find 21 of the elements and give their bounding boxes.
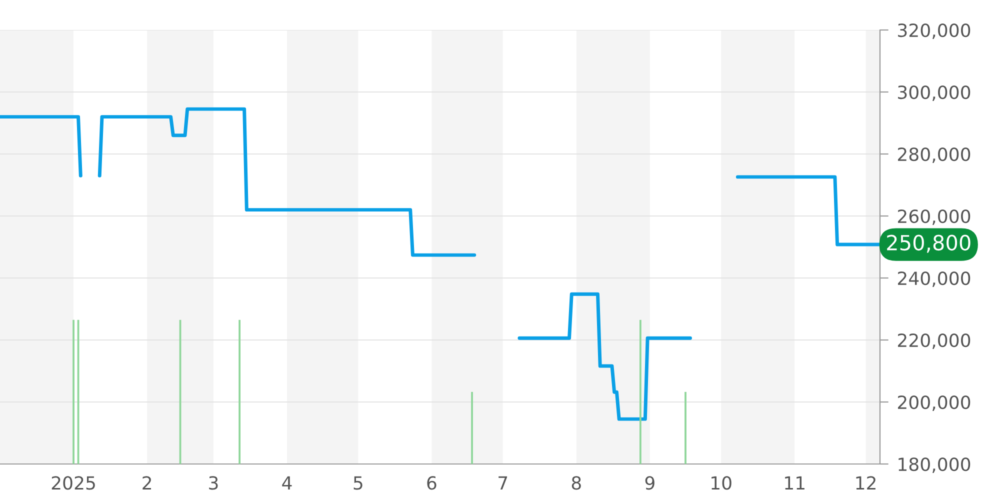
y-tick-label: 200,000 bbox=[898, 395, 970, 411]
y-tick-label: 180,000 bbox=[898, 457, 970, 473]
y-tick-label: 320,000 bbox=[898, 23, 970, 39]
x-tick-label: 6 bbox=[427, 476, 436, 490]
y-tick-label: 240,000 bbox=[898, 271, 970, 287]
y-tick-label: 260,000 bbox=[898, 209, 970, 225]
x-tick-label: 4 bbox=[282, 476, 292, 490]
x-tick-label: 3 bbox=[209, 476, 218, 490]
y-tick-label: 220,000 bbox=[898, 333, 970, 349]
x-tick-label: 5 bbox=[354, 476, 362, 490]
x-tick-label: 9 bbox=[645, 476, 654, 490]
x-tick-label: 11 bbox=[785, 476, 804, 490]
y-tick-label: 300,000 bbox=[898, 85, 970, 101]
x-tick-label: 12 bbox=[856, 476, 876, 490]
x-tick-label: 7 bbox=[498, 476, 508, 490]
x-tick-label: 2025 bbox=[52, 476, 95, 490]
x-tick-label: 8 bbox=[572, 476, 581, 490]
x-tick-label: 2 bbox=[142, 476, 151, 490]
x-tick-label: 10 bbox=[712, 476, 732, 490]
annotation: 250,800 bbox=[887, 234, 970, 253]
y-tick-label: 280,000 bbox=[898, 147, 970, 163]
